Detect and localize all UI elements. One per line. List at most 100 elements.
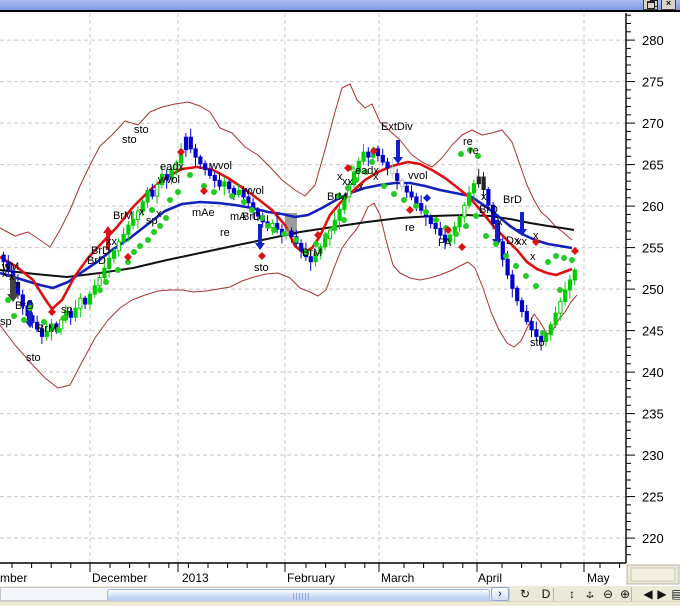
candle[interactable]: [217, 172, 222, 191]
candle[interactable]: [35, 315, 40, 333]
candle[interactable]: [207, 162, 213, 179]
candle[interactable]: [399, 177, 405, 192]
candle[interactable]: [385, 157, 390, 176]
candle[interactable]: [44, 323, 49, 341]
candle[interactable]: [131, 211, 136, 230]
candle[interactable]: [524, 304, 529, 325]
candle[interactable]: [558, 297, 563, 321]
candle[interactable]: [126, 221, 131, 242]
candle[interactable]: [107, 253, 112, 278]
candle[interactable]: [356, 157, 361, 180]
candle[interactable]: [87, 290, 93, 310]
candle[interactable]: [543, 332, 549, 347]
candle[interactable]: [140, 199, 145, 217]
candle[interactable]: [121, 227, 126, 246]
candle[interactable]: [457, 214, 462, 232]
candle[interactable]: [337, 204, 342, 230]
candle[interactable]: [563, 281, 568, 306]
candle[interactable]: [212, 171, 217, 188]
candle[interactable]: [73, 299, 78, 322]
candle[interactable]: [486, 187, 491, 211]
candle[interactable]: [174, 159, 179, 176]
candle[interactable]: [467, 186, 472, 209]
candle[interactable]: [534, 321, 539, 341]
candle[interactable]: [395, 168, 400, 190]
refresh-icon[interactable]: ↻: [519, 587, 531, 601]
candle[interactable]: [510, 270, 515, 298]
close-button[interactable]: ×: [661, 0, 676, 10]
zoom-out-icon[interactable]: ⊖: [602, 587, 614, 601]
candle[interactable]: [1, 251, 6, 268]
candle[interactable]: [159, 166, 165, 189]
candle[interactable]: [193, 143, 198, 167]
scroll-right-button[interactable]: ›: [491, 587, 509, 601]
candle[interactable]: [169, 167, 174, 185]
candle[interactable]: [476, 168, 481, 188]
candle[interactable]: [342, 194, 347, 215]
scroll-left-icon[interactable]: ◀: [643, 587, 653, 601]
scale-vertical-icon[interactable]: ↕: [569, 587, 575, 601]
scroll-right-icon[interactable]: ▶: [657, 587, 667, 601]
candle[interactable]: [572, 267, 577, 285]
candle[interactable]: [255, 206, 261, 222]
candle[interactable]: [529, 317, 534, 338]
candle[interactable]: [39, 324, 45, 344]
candle[interactable]: [361, 143, 366, 166]
candle[interactable]: [289, 227, 294, 243]
candle[interactable]: [150, 183, 155, 200]
candle[interactable]: [6, 255, 11, 275]
candle[interactable]: [471, 179, 477, 201]
candle[interactable]: [462, 201, 467, 223]
candle[interactable]: [366, 147, 371, 167]
candle[interactable]: [49, 318, 54, 341]
candle[interactable]: [68, 307, 73, 325]
page-list-icon[interactable]: ▤: [671, 587, 680, 601]
zoom-in-icon[interactable]: ⊕: [619, 587, 631, 601]
candle[interactable]: [78, 293, 83, 318]
candle[interactable]: [20, 289, 25, 315]
candle[interactable]: [548, 321, 553, 341]
restore-button[interactable]: [643, 0, 658, 10]
candle[interactable]: [299, 239, 304, 259]
candle[interactable]: [318, 243, 323, 260]
candle[interactable]: [203, 160, 208, 176]
horizontal-scrollbar-track[interactable]: [0, 587, 510, 603]
candle[interactable]: [183, 133, 189, 158]
candle[interactable]: [59, 316, 64, 335]
candle[interactable]: [83, 295, 88, 310]
candle[interactable]: [390, 159, 395, 178]
candle[interactable]: [236, 183, 241, 198]
candle[interactable]: [164, 169, 169, 189]
candle[interactable]: [491, 201, 496, 230]
candle[interactable]: [553, 306, 558, 329]
candle[interactable]: [275, 215, 280, 234]
candle[interactable]: [135, 206, 141, 229]
candle[interactable]: [246, 188, 251, 207]
candle[interactable]: [188, 128, 193, 153]
candle[interactable]: [567, 274, 573, 300]
candle[interactable]: [155, 180, 160, 204]
candle[interactable]: [227, 179, 232, 194]
pan-icon[interactable]: ↔ ↕: [582, 586, 598, 603]
candle[interactable]: [102, 260, 107, 282]
price-chart[interactable]: 280 275 270 265 260 255 250 245 240 235 230 225 220 N…: [0, 12, 680, 586]
candle[interactable]: [308, 251, 313, 271]
candle[interactable]: [519, 297, 525, 318]
candle[interactable]: [428, 214, 433, 229]
candle[interactable]: [515, 285, 520, 306]
candle[interactable]: [92, 279, 97, 298]
periodicity-daily-icon[interactable]: D: [541, 587, 551, 601]
candle[interactable]: [313, 250, 318, 267]
candle[interactable]: [222, 177, 227, 196]
candle[interactable]: [111, 248, 117, 264]
candle[interactable]: [404, 182, 409, 198]
candle[interactable]: [500, 237, 505, 267]
candle[interactable]: [116, 238, 121, 257]
candle[interactable]: [419, 195, 424, 215]
candle[interactable]: [198, 154, 203, 169]
candle[interactable]: [443, 231, 448, 250]
candle[interactable]: [438, 221, 443, 239]
candle[interactable]: [481, 172, 486, 199]
candle[interactable]: [380, 148, 385, 166]
candle[interactable]: [145, 187, 150, 208]
